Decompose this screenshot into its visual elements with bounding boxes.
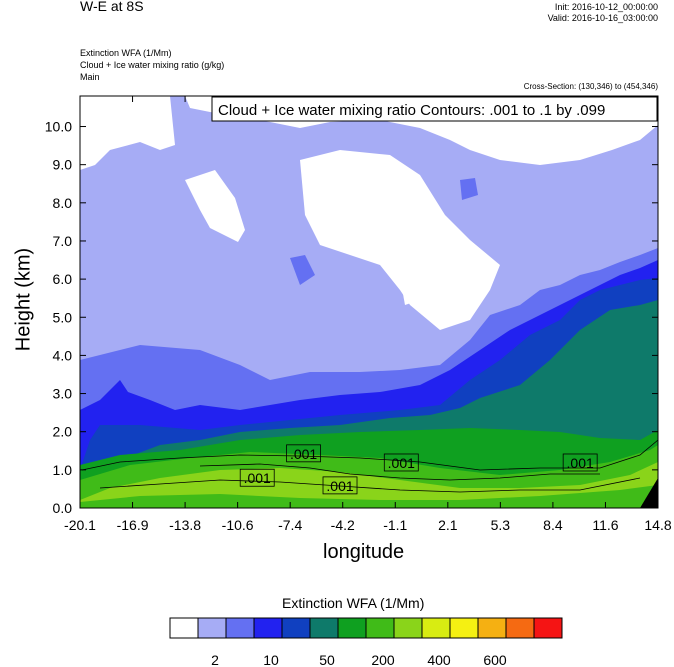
x-tick-label: 2.1: [438, 517, 458, 533]
field-label-main: Main: [80, 72, 100, 82]
colorbar-swatch: [477, 617, 507, 639]
valid-time: Valid: 2016-10-16_03:00:00: [547, 13, 658, 23]
region-white-left: [80, 96, 175, 170]
y-tick-label: 2.0: [53, 424, 73, 440]
contour-annotation-box: [211, 96, 658, 122]
plot-frame: [79, 95, 659, 509]
svg-text:.001: .001: [326, 478, 353, 494]
svg-text:.001: .001: [567, 455, 594, 471]
y-tick-label: 5.0: [53, 309, 73, 325]
colorbar-swatch: [421, 617, 451, 639]
colorbar: 2 10 50 200 400 600: [169, 617, 563, 667]
colorbar-label: 200: [371, 652, 395, 667]
x-tick-label: -4.2: [331, 517, 355, 533]
x-tick-label: 11.6: [592, 517, 618, 533]
y-tick-label: 4.0: [53, 347, 73, 363]
contour-label: .001: [322, 476, 358, 495]
field-label-extinction: Extinction WFA (1/Mm): [80, 48, 172, 58]
y-tick-label: 10.0: [45, 119, 72, 135]
region-mid-blue-patch-2: [290, 255, 315, 285]
field-label-cloud-ice: Cloud + Ice water mixing ratio (g/kg): [80, 60, 225, 70]
contour-labels: .001 .001 .001 .001 .001: [239, 444, 598, 495]
y-tick-label: 7.0: [53, 233, 73, 249]
colorbar-swatch: [281, 617, 311, 639]
svg-text:.001: .001: [244, 470, 271, 486]
heatmap-fill: [80, 96, 658, 508]
svg-text:.001: .001: [290, 446, 317, 462]
x-axis-label: longitude: [323, 541, 405, 563]
x-tick-label: 8.4: [543, 517, 563, 533]
colorbar-swatch: [337, 617, 367, 639]
colorbar-swatch: [365, 617, 395, 639]
plot-title: W-E at 8S: [80, 0, 144, 14]
y-tick-label: 8.0: [53, 195, 73, 211]
x-tick-label: -16.9: [117, 517, 149, 533]
colorbar-label: 50: [319, 652, 335, 667]
colorbar-swatch: [253, 617, 283, 639]
x-tick-label: -1.1: [383, 517, 407, 533]
y-axis-label: Height (km): [12, 247, 35, 352]
colorbar-title: Extinction WFA (1/Mm): [282, 595, 425, 611]
contour-label: .001: [562, 453, 598, 472]
x-tick-label: -10.6: [222, 517, 254, 533]
svg-text:.001: .001: [388, 455, 415, 471]
region-white-plume-2: [395, 250, 425, 305]
init-time: Init: 2016-10-12_00:00:00: [554, 2, 658, 12]
colorbar-swatch: [505, 617, 535, 639]
axis-ticks: -20.1 -16.9 -13.8 -10.6 -7.4 -4.2 -1.1 2.1 5.3 8.…: [45, 96, 672, 533]
y-tick-label: 9.0: [53, 157, 73, 173]
x-tick-label: 5.3: [491, 517, 511, 533]
contour-lines: [81, 439, 658, 493]
contour-annotation: Cloud + Ice water mixing ratio Contours:…: [218, 102, 605, 119]
contour-label: .001: [383, 453, 419, 472]
contour-label: .001: [239, 468, 275, 487]
x-tick-label: -20.1: [64, 517, 96, 533]
colorbar-swatch: [169, 617, 199, 639]
region-mid-blue-patch: [460, 178, 478, 200]
colorbar-swatch: [197, 617, 227, 639]
colorbar-swatch: [449, 617, 479, 639]
terrain: [640, 478, 658, 508]
region-white-plume: [300, 150, 500, 330]
colorbar-label: 600: [483, 652, 507, 667]
contour-label: .001: [286, 444, 321, 463]
colorbar-label: 10: [263, 652, 279, 667]
y-tick-label: 3.0: [53, 386, 73, 402]
x-tick-label: 14.8: [644, 517, 671, 533]
colorbar-swatch: [309, 617, 339, 639]
region-white-center: [185, 170, 245, 242]
y-tick-label: 6.0: [53, 271, 73, 287]
cross-section-label: Cross-Section: (130,346) to (454,346): [523, 82, 658, 91]
x-tick-label: -13.8: [169, 517, 201, 533]
colorbar-label: 400: [427, 652, 451, 667]
colorbar-swatch: [225, 617, 255, 639]
y-tick-label: 0.0: [53, 500, 73, 516]
colorbar-swatch: [393, 617, 423, 639]
colorbar-swatch: [533, 617, 563, 639]
y-tick-label: 1.0: [53, 462, 73, 478]
colorbar-label: 2: [211, 652, 219, 667]
region-green-lower: [80, 485, 658, 508]
x-tick-label: -7.4: [278, 517, 302, 533]
